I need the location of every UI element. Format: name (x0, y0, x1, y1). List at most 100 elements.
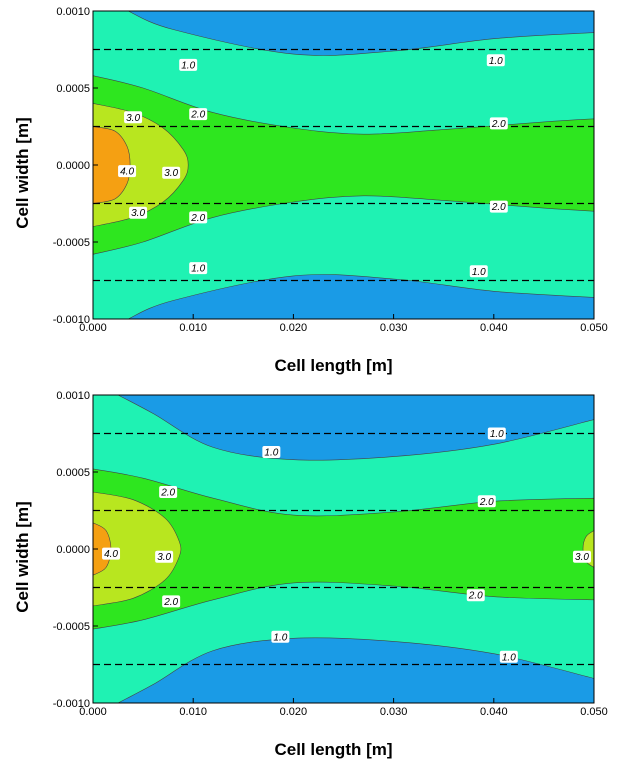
contour-label: 2.0 (489, 117, 508, 130)
contour-label-text: 1.0 (264, 447, 278, 458)
contour-label-box (124, 111, 143, 124)
contour-label-text: 1.0 (191, 264, 205, 275)
y-tick-label: 0.0010 (56, 6, 90, 18)
contour-label: 2.0 (489, 200, 508, 213)
contour-label: 2.0 (159, 486, 178, 499)
panel-2: 1.0 1.0 2.0 2.0 4.0 3.0 3.0 2.0 2.0 1.0 1.0 0.000 0.… (13, 390, 608, 759)
x-tick-label: 0.030 (380, 322, 408, 334)
contour-label-box (102, 547, 121, 560)
y-tick-label: 0.0005 (56, 467, 90, 479)
contour-label-box (499, 650, 518, 663)
contour-label-box (189, 262, 208, 275)
contour-label-text: 2.0 (491, 202, 506, 213)
contour-label-text: 2.0 (491, 119, 506, 130)
contour-label-text: 3.0 (157, 552, 171, 563)
contour-label-text: 1.0 (273, 632, 287, 643)
y-tick-label: -0.0010 (53, 314, 90, 326)
contour-label-box (162, 595, 181, 608)
contour-label-text: 3.0 (575, 552, 589, 563)
contour-label-box (572, 550, 591, 563)
contour-label-text: 2.0 (163, 597, 178, 608)
y-tick-label: 0.0010 (56, 390, 90, 402)
contour-label: 1.0 (486, 54, 505, 67)
y-tick-label: -0.0005 (53, 237, 90, 249)
contour-label-text: 3.0 (164, 168, 178, 179)
contour-label-text: 2.0 (468, 591, 483, 602)
contour-label: 3.0 (572, 550, 591, 563)
contour-label: 3.0 (124, 111, 143, 124)
contour-label-text: 2.0 (190, 110, 205, 121)
contour-label-box (189, 108, 208, 121)
contour-label: 1.0 (179, 58, 198, 71)
contour-label-box (477, 495, 496, 508)
y-tick-label: 0.0000 (56, 160, 90, 172)
contour-label: 2.0 (477, 495, 496, 508)
x-tick-label: 0.050 (580, 706, 608, 718)
contour-label: 1.0 (271, 630, 290, 643)
contour-label-text: 1.0 (502, 652, 516, 663)
x-tick-label: 0.020 (280, 322, 308, 334)
contour-label: 2.0 (189, 108, 208, 121)
contour-label-text: 1.0 (472, 267, 486, 278)
contour-label-box (469, 265, 488, 278)
contour-label: 2.0 (466, 589, 485, 602)
band-2-to-3 (93, 468, 594, 630)
y-tick-label: -0.0010 (53, 698, 90, 710)
contour-label-text: 2.0 (190, 213, 205, 224)
contour-label: 1.0 (262, 445, 281, 458)
y-axis-label: Cell width [m] (13, 117, 32, 228)
contour-label: 2.0 (189, 211, 208, 224)
contour-label: 3.0 (162, 166, 181, 179)
contour-label-box (489, 200, 508, 213)
contour-label-box (487, 427, 506, 440)
x-tick-label: 0.010 (179, 322, 207, 334)
contour-label-box (118, 165, 137, 178)
contour-label-box (489, 117, 508, 130)
y-tick-label: 0.0000 (56, 544, 90, 556)
contour-label-box (155, 550, 174, 563)
contour-label-text: 4.0 (120, 167, 134, 178)
band-3-to-4 (93, 491, 182, 607)
x-tick-label: 0.040 (480, 322, 508, 334)
contour-label-text: 1.0 (181, 60, 195, 71)
contour-label: 3.0 (155, 550, 174, 563)
contour-label-box (486, 54, 505, 67)
contour-label-text: 3.0 (126, 113, 140, 124)
x-tick-label: 0.000 (79, 706, 107, 718)
plot-area: 1.0 1.0 3.0 2.0 2.0 4.0 3.0 3.0 2.0 2.0 1.0 1.0 (93, 11, 594, 319)
x-tick-label: 0.030 (380, 706, 408, 718)
plot-area: 1.0 1.0 2.0 2.0 4.0 3.0 3.0 2.0 2.0 1.0 1.0 (93, 395, 594, 703)
contour-label-text: 3.0 (131, 208, 145, 219)
panel-1: 1.0 1.0 3.0 2.0 2.0 4.0 3.0 3.0 2.0 2.0 1.0 1.0 0.00… (13, 6, 608, 375)
x-tick-label: 0.040 (480, 706, 508, 718)
contour-label-box (271, 630, 290, 643)
contour-label: 4.0 (102, 547, 121, 560)
x-tick-label: 0.000 (79, 322, 107, 334)
contour-label-box (189, 211, 208, 224)
contour-label: 1.0 (487, 427, 506, 440)
contour-label: 1.0 (189, 262, 208, 275)
contour-label: 4.0 (118, 165, 137, 178)
contour-label-text: 1.0 (490, 429, 504, 440)
contour-label-box (179, 58, 198, 71)
contour-label: 1.0 (499, 650, 518, 663)
x-axis-label: Cell length [m] (274, 740, 392, 759)
contour-label-text: 4.0 (104, 549, 118, 560)
contour-label: 3.0 (129, 206, 148, 219)
band-2-to-3 (93, 75, 594, 255)
x-axis-label: Cell length [m] (274, 356, 392, 375)
contour-label-box (159, 486, 178, 499)
band-above-4 (93, 126, 131, 204)
x-tick-label: 0.010 (179, 706, 207, 718)
contour-label-box (262, 445, 281, 458)
contour-label: 1.0 (469, 265, 488, 278)
contour-label-text: 2.0 (160, 488, 175, 499)
x-tick-label: 0.020 (280, 706, 308, 718)
contour-label: 2.0 (162, 595, 181, 608)
contour-label-text: 2.0 (479, 497, 494, 508)
y-axis-label: Cell width [m] (13, 501, 32, 612)
x-tick-label: 0.050 (580, 322, 608, 334)
contour-label-box (466, 589, 485, 602)
y-tick-label: -0.0005 (53, 621, 90, 633)
